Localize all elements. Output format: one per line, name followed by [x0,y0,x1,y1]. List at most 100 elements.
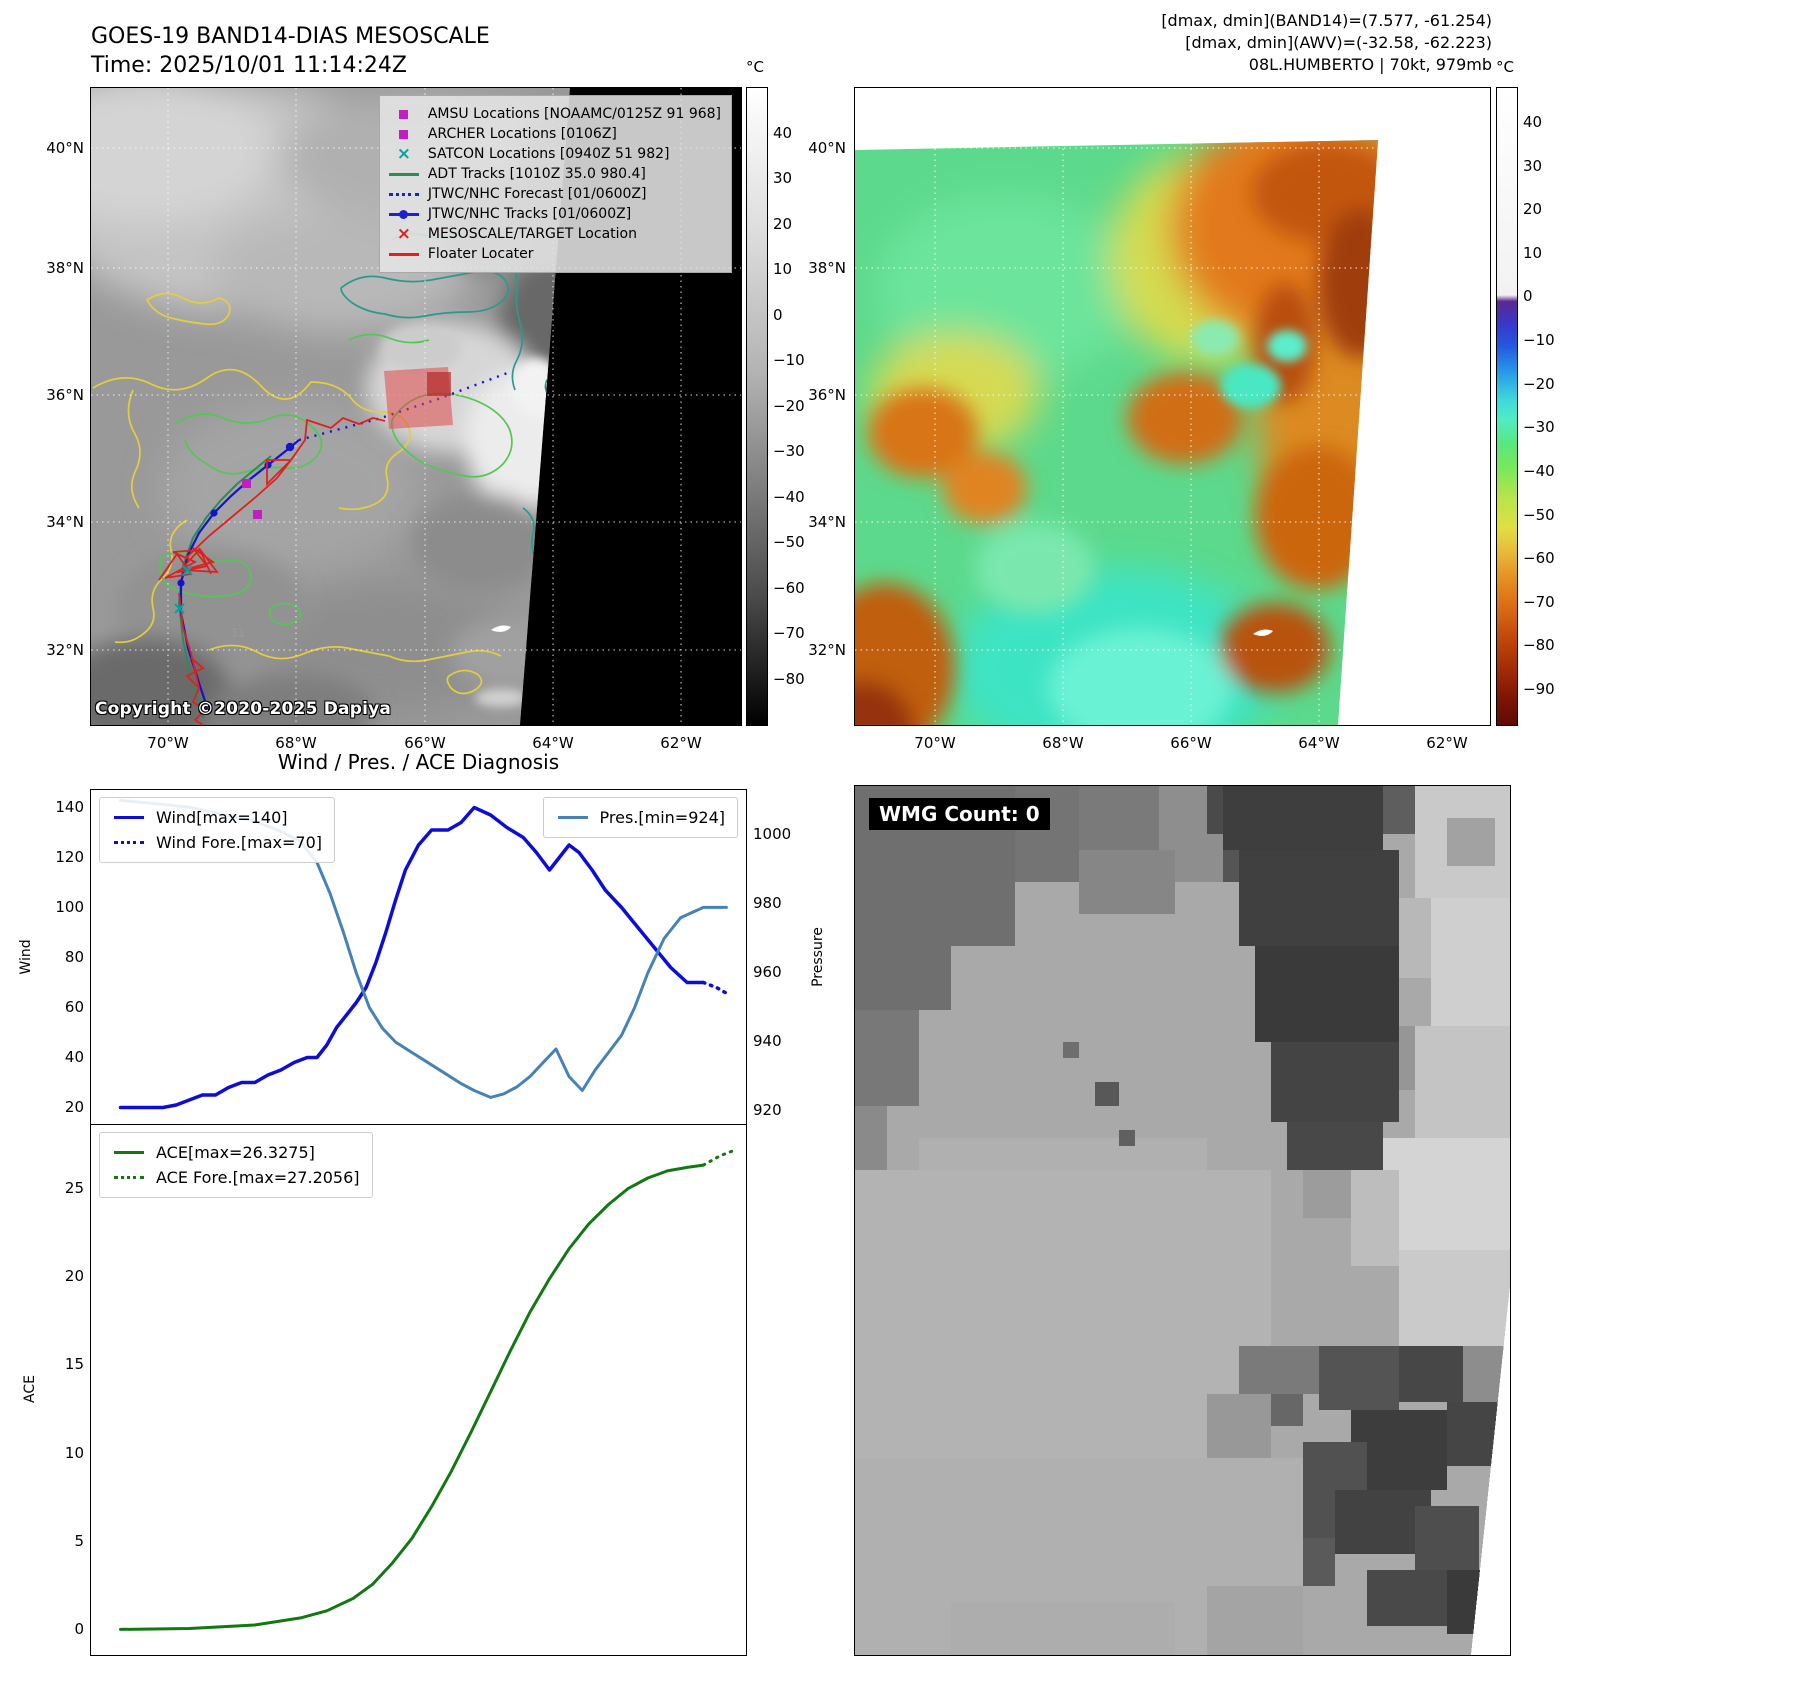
x-marker-icon: × [396,224,411,244]
axis-tick-label: 960 [753,963,782,982]
dot-icon [398,209,408,219]
awv-colorbar [1496,87,1518,726]
axis-tick-label: 40 [64,1047,84,1066]
ace-axis-ticks: 0 5 10 15 20 25 [38,1124,84,1656]
dotted-marker-icon [114,1176,144,1179]
wmg-grayscale-image [855,786,1510,1655]
wmg-count-badge: WMG Count: 0 [869,798,1050,830]
colorbar-unit: °C [1496,58,1514,76]
legend-marker: × [388,146,420,163]
colorbar-tick-label: −40 [773,487,805,506]
legend-item: ACE Fore.[max=27.2056] [112,1165,360,1190]
lon-tick-label: 70°W [914,734,956,752]
lat-tick-label: 40°N [46,139,84,157]
colorbar-tick-label: −50 [773,533,805,551]
water-vapor-imagery [855,140,1378,725]
axis-tick-label: 980 [753,893,782,912]
storm-id-intensity: 08L.HUMBERTO | 70kt, 979mb [1248,55,1492,74]
lat-tick-label: 36°N [808,386,846,404]
lat-tick-label: 32°N [808,641,846,659]
colorbar-tick-label: 20 [1523,200,1543,219]
colorbar-tick-label: −30 [1523,418,1555,437]
legend-item: AMSU Locations [NOAAMC/0125Z 91 968] [388,104,721,124]
colorbar-tick-label: −10 [773,351,805,369]
colorbar-tick-label: −40 [1523,461,1555,480]
legend-item: Wind Fore.[max=70] [112,830,322,855]
square-marker-icon [399,129,409,139]
archer-marker [253,510,262,519]
colorbar-tick-label: −50 [1523,505,1555,524]
mesoscale-target-inner [427,372,451,396]
line-marker-icon [114,1151,144,1154]
legend-marker [112,1146,146,1160]
legend-marker [388,167,420,181]
axis-tick-label: 940 [753,1032,782,1051]
colorbar-tick-label: −30 [773,442,805,460]
legend-label: Pres.[min=924] [599,808,725,827]
wind-legend: Wind[max=140] Wind Fore.[max=70] [99,797,335,863]
lon-tick-label: 64°W [532,734,574,752]
colorbar-tick-label: −70 [1523,592,1555,611]
line-marker-icon [557,816,588,819]
storm-tracks [158,367,511,725]
legend-label: MESOSCALE/TARGET Location [427,226,637,242]
wmg-blocks [855,786,1510,1655]
axis-tick-label: 60 [64,997,84,1016]
legend-label: ACE Fore.[max=27.2056] [156,1168,360,1187]
square-marker-icon [399,109,409,119]
colorbar-tick-label: 40 [1523,112,1543,131]
ace-plot [119,1148,738,1631]
legend-marker: × [388,224,420,244]
lon-tick-label: 70°W [147,734,189,752]
lat-tick-label: 32°N [46,641,84,659]
legend-marker [388,107,420,121]
awv-colorbar-ticks: 40 30 20 10 0 −10 −20 −30 −40 −50 −60 −70 −80 −90 [1523,87,1567,726]
colorbar-tick-label: 10 [1523,243,1543,262]
axis-tick-label: 25 [64,1178,84,1197]
obs-markers [174,479,262,614]
band14-title-block: GOES-19 BAND14-DIAS MESOSCALE Time: 2025… [91,22,490,80]
colorbar-tick-label: −60 [773,578,805,597]
legend-item: ACE[max=26.3275] [112,1140,360,1165]
legend-label: ADT Tracks [1010Z 35.0 980.4] [427,166,646,182]
axis-tick-label: 15 [64,1355,84,1374]
pressure-axis-ticks: 920 940 960 980 1000 [753,789,801,1126]
legend-marker [388,187,420,201]
legend-label: AMSU Locations [NOAAMC/0125Z 91 968] [427,106,721,122]
colorbar-tick-label: 30 [1523,156,1543,175]
legend-marker [112,811,146,825]
band14-colorbar [746,87,768,726]
ace-chart [90,1124,747,1656]
legend-item: Pres.[min=924] [556,805,725,830]
colorbar-tick-label: 40 [773,123,793,142]
colorbar-tick-label: −20 [1523,374,1555,393]
legend-item: ARCHER Locations [0106Z] [388,124,721,144]
axis-tick-label: 20 [64,1097,84,1116]
legend-marker [112,836,146,850]
axis-tick-label: 120 [55,847,84,866]
ace-legend: ACE[max=26.3275] ACE Fore.[max=27.2056] [99,1132,373,1198]
colorbar-tick-label: 20 [773,214,793,233]
storm-info-block: [dmax, dmin](BAND14)=(7.577, -61.254) [d… [1161,10,1492,76]
legend-marker [556,811,590,825]
amsu-marker [242,479,251,488]
colorbar-tick-label: −10 [1523,331,1555,350]
jtwc-forecast-line [298,370,511,442]
dmax-dmin-band14: [dmax, dmin](BAND14)=(7.577, -61.254) [1161,11,1492,30]
legend-item: Floater Locater [388,244,721,264]
axis-tick-label: 0 [74,1620,84,1639]
band14-title: GOES-19 BAND14-DIAS MESOSCALE [91,24,490,49]
dotted-marker-icon [114,841,144,844]
lon-tick-label: 68°W [1042,734,1084,752]
colorbar-tick-label: 0 [773,305,783,324]
lat-tick-label: 38°N [808,259,846,277]
axis-tick-label: 10 [64,1443,84,1462]
legend-item: × MESOSCALE/TARGET Location [388,224,721,244]
legend-marker [112,1171,146,1185]
axis-tick-label: 80 [64,947,84,966]
lon-tick-label: 66°W [404,734,446,752]
legend-item: JTWC/NHC Forecast [01/0600Z] [388,184,721,204]
legend-item: × SATCON Locations [0940Z 51 982] [388,144,721,164]
series-line [119,1163,705,1631]
